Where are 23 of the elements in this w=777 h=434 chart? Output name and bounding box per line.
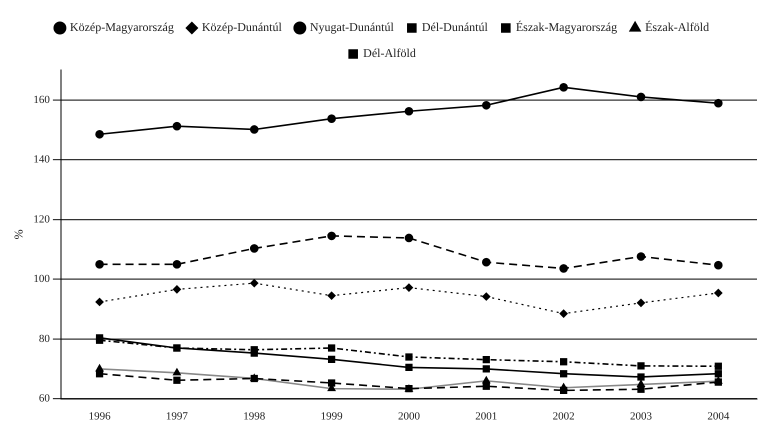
legend-label: Nyugat-Dunántúl	[310, 20, 394, 34]
y-tick-label: 100	[33, 273, 50, 286]
legend-label: Közép-Dunántúl	[202, 20, 283, 34]
x-tick-label: 2001	[475, 410, 498, 422]
x-tick-label: 2002	[552, 410, 575, 422]
legend-label: Dél-Dunántúl	[422, 20, 488, 34]
y-tick-label: 80	[38, 332, 50, 345]
x-tick-label: 1997	[166, 410, 188, 422]
legend-label: Közép-Magyarország	[70, 20, 174, 34]
legend-label: Dél-Alföld	[363, 46, 416, 60]
y-tick-label: 120	[33, 213, 50, 226]
y-axis-title: %	[11, 229, 26, 240]
x-tick-label: 2000	[398, 410, 420, 422]
legend-label: Észak-Magyarország	[516, 20, 618, 34]
y-tick-label: 160	[33, 94, 50, 106]
x-tick-label: 1998	[243, 410, 266, 422]
x-tick-label: 1996	[88, 410, 112, 422]
x-tick-label: 2003	[630, 410, 652, 422]
legend-label: Észak-Alföld	[645, 20, 710, 34]
x-tick-label: 1999	[320, 410, 344, 422]
y-tick-label: 60	[38, 392, 50, 405]
y-tick-label: 140	[33, 154, 50, 166]
x-tick-label: 2004	[707, 410, 730, 422]
